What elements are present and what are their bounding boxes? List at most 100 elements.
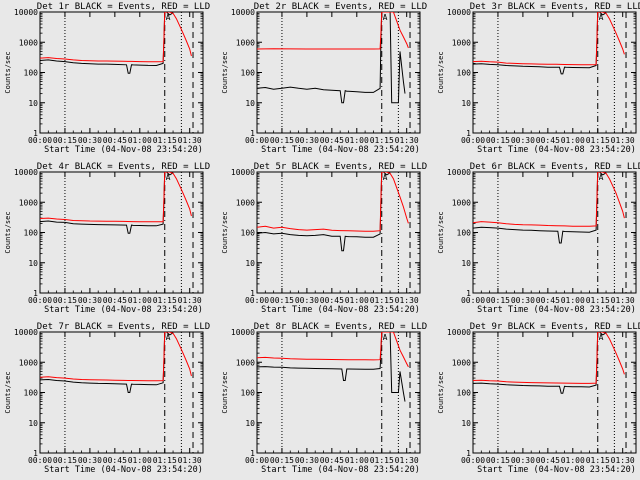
y-tick-label: 1 <box>466 129 471 138</box>
y-tick-label: 1 <box>33 289 38 298</box>
x-tick-label: 00:15 <box>270 136 294 145</box>
y-tick-label: 10000 <box>447 8 471 17</box>
x-tick-label: 00:45 <box>320 456 344 465</box>
y-tick-label: 10 <box>28 259 38 268</box>
y-tick-label: 100 <box>241 69 256 78</box>
panel-title: Det 5r BLACK = Events, RED = LLD <box>254 162 427 172</box>
series-events-line <box>40 12 174 74</box>
panel-title: Det 1r BLACK = Events, RED = LLD <box>37 2 210 12</box>
y-axis-label: Counts/sec <box>437 51 445 93</box>
x-tick-label: 00:15 <box>270 456 294 465</box>
x-tick-label: 00:45 <box>103 136 127 145</box>
y-tick-label: 1000 <box>19 38 38 47</box>
y-axis-label: Counts/sec <box>221 211 229 253</box>
x-tick-label: 01:15 <box>586 136 610 145</box>
series-events-line <box>473 332 607 394</box>
y-tick-label: 1 <box>250 449 255 458</box>
x-tick-label: 00:00 <box>28 296 52 305</box>
x-tick-label: 01:15 <box>586 456 610 465</box>
panel-det-2: Det 2r BLACK = Events, RED = LLD 1 10 100 10… <box>221 2 427 155</box>
y-tick-label: 10 <box>245 419 255 428</box>
x-tick-label: 01:00 <box>128 296 152 305</box>
y-tick-label: 10 <box>245 99 255 108</box>
x-axis-label: Start Time (04-Nov-08 23:54:20) <box>261 465 420 475</box>
x-tick-label: 00:00 <box>245 136 269 145</box>
panel-title: Det 7r BLACK = Events, RED = LLD <box>37 322 210 332</box>
series-events-line <box>257 12 406 104</box>
x-axis-label: Start Time (04-Nov-08 23:54:20) <box>44 145 203 155</box>
y-tick-label: 10 <box>28 99 38 108</box>
x-axis-label: Start Time (04-Nov-08 23:54:20) <box>477 465 636 475</box>
x-tick-label: 00:45 <box>103 296 127 305</box>
series-events-line <box>257 332 406 402</box>
x-tick-label: 01:30 <box>178 136 202 145</box>
series-lld-line <box>473 172 625 227</box>
series-lld-line <box>257 172 409 232</box>
x-tick-label: 00:30 <box>78 296 102 305</box>
x-tick-label: 00:30 <box>78 456 102 465</box>
y-tick-label: 10000 <box>447 328 471 337</box>
x-tick-label: 00:45 <box>103 456 127 465</box>
annotation-label: A <box>383 333 388 342</box>
y-tick-label: 10 <box>28 419 38 428</box>
x-tick-label: 00:00 <box>461 296 485 305</box>
y-tick-label: 10000 <box>14 328 38 337</box>
x-tick-label: 01:00 <box>128 136 152 145</box>
x-tick-label: 01:15 <box>153 296 177 305</box>
x-tick-label: 00:30 <box>295 456 319 465</box>
y-tick-label: 1 <box>250 289 255 298</box>
x-tick-label: 00:15 <box>270 296 294 305</box>
x-tick-label: 01:30 <box>611 456 635 465</box>
x-tick-label: 00:15 <box>486 456 510 465</box>
y-axis-label: Counts/sec <box>437 371 445 413</box>
x-tick-label: 01:30 <box>611 136 635 145</box>
panel-det-9: Det 9r BLACK = Events, RED = LLD 1 10 100 10… <box>437 322 640 475</box>
x-tick-label: 00:30 <box>511 136 535 145</box>
x-tick-label: 00:15 <box>53 136 77 145</box>
y-tick-label: 10000 <box>447 168 471 177</box>
y-tick-label: 1000 <box>236 38 255 47</box>
y-tick-label: 1000 <box>19 198 38 207</box>
x-tick-label: 00:15 <box>53 456 77 465</box>
series-events-line <box>473 12 607 75</box>
series-lld-line <box>257 332 409 368</box>
x-tick-label: 01:15 <box>153 456 177 465</box>
panel-det-8: Det 8r BLACK = Events, RED = LLD 1 10 100 10… <box>221 322 427 475</box>
x-tick-label: 01:15 <box>586 296 610 305</box>
x-tick-label: 01:15 <box>370 136 394 145</box>
x-tick-label: 01:30 <box>395 136 419 145</box>
x-tick-label: 01:00 <box>345 136 369 145</box>
annotation-label: A <box>383 173 388 182</box>
y-tick-label: 10000 <box>231 328 255 337</box>
x-tick-label: 00:30 <box>295 296 319 305</box>
y-axis-label: Counts/sec <box>4 371 12 413</box>
x-tick-label: 01:00 <box>128 456 152 465</box>
annotation-label: A <box>166 333 171 342</box>
x-tick-label: 00:30 <box>511 456 535 465</box>
panel-data <box>473 172 625 244</box>
panel-det-5: Det 5r BLACK = Events, RED = LLD 1 10 100 10… <box>221 162 427 315</box>
x-tick-label: 00:45 <box>320 136 344 145</box>
x-tick-label: 00:00 <box>245 296 269 305</box>
series-lld-line <box>257 12 409 50</box>
panel-title: Det 2r BLACK = Events, RED = LLD <box>254 2 427 12</box>
x-tick-label: 00:45 <box>536 136 560 145</box>
y-tick-label: 1000 <box>452 38 471 47</box>
x-tick-label: 00:45 <box>536 456 560 465</box>
series-lld-line <box>40 172 192 223</box>
series-lld-line <box>473 12 625 66</box>
panel-title: Det 9r BLACK = Events, RED = LLD <box>470 322 640 332</box>
x-tick-label: 00:00 <box>245 456 269 465</box>
annotation-label: A <box>599 13 604 22</box>
panel-title: Det 4r BLACK = Events, RED = LLD <box>37 162 210 172</box>
panel-title: Det 3r BLACK = Events, RED = LLD <box>470 2 640 12</box>
y-tick-label: 1000 <box>19 358 38 367</box>
x-axis-label: Start Time (04-Nov-08 23:54:20) <box>44 465 203 475</box>
y-tick-label: 10 <box>461 419 471 428</box>
panel-det-3: Det 3r BLACK = Events, RED = LLD 1 10 100 10… <box>437 2 640 155</box>
y-tick-label: 100 <box>457 389 472 398</box>
x-tick-label: 00:45 <box>320 296 344 305</box>
panel-title: Det 6r BLACK = Events, RED = LLD <box>470 162 640 172</box>
panel-det-7: Det 7r BLACK = Events, RED = LLD 1 10 100 10… <box>4 322 210 475</box>
